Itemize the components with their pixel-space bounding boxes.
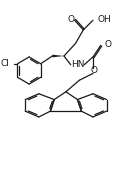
Text: O: O — [67, 15, 74, 24]
Text: O: O — [105, 40, 112, 49]
Polygon shape — [52, 55, 64, 57]
Text: Cl: Cl — [1, 59, 10, 68]
Text: O: O — [90, 66, 97, 75]
Text: HN: HN — [71, 60, 84, 69]
Text: OH: OH — [98, 15, 112, 24]
